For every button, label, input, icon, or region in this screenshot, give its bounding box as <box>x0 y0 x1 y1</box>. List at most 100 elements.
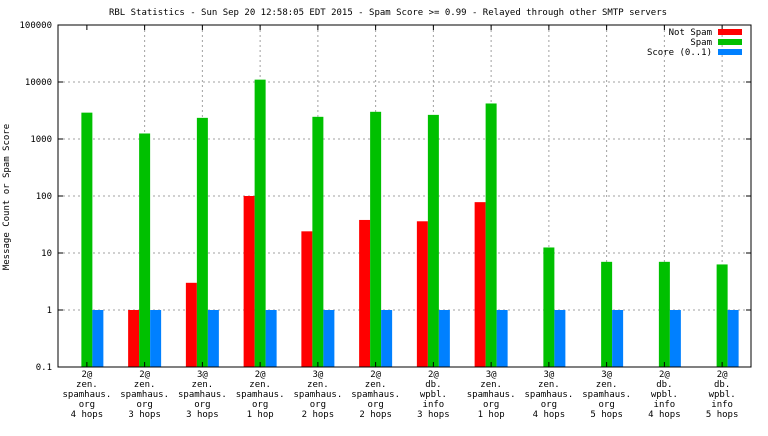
bars-layer <box>81 79 739 368</box>
bar-spam <box>716 264 728 367</box>
bar-score-0-1 <box>612 310 624 367</box>
x-tick-label-line: 3 hops <box>417 410 450 420</box>
y-tick-label: 1 <box>47 306 52 316</box>
bar-score-0-1 <box>496 310 508 367</box>
x-tick-label-line: spamhaus. <box>120 390 169 400</box>
bar-not-spam <box>474 202 486 367</box>
bar-spam <box>658 261 670 367</box>
bar-score-0-1 <box>150 310 162 367</box>
x-tick-label-line: 3 hops <box>128 410 161 420</box>
x-tick-label: 2@ db. wpbl. info 5 hops <box>706 370 739 420</box>
x-tick-label-line: org <box>483 400 499 410</box>
x-tick-label-line: 4 hops <box>533 410 566 420</box>
bar-score-0-1 <box>381 310 393 367</box>
bar-score-0-1 <box>438 310 450 367</box>
x-tick-label-line: db. <box>656 380 672 390</box>
x-tick-label: 2@ db. wpbl. info 4 hops <box>648 370 681 420</box>
bar-spam <box>427 114 439 367</box>
bar-not-spam <box>243 196 255 367</box>
x-tick-label-line: info <box>654 400 676 410</box>
x-tick-label-line: 4 hops <box>648 410 681 420</box>
x-tick-label-line: wpbl. <box>651 390 678 400</box>
x-tick-label-line: org <box>367 400 383 410</box>
y-tick-label: 1000 <box>30 135 52 145</box>
bar-score-0-1 <box>92 310 104 367</box>
chart-title: RBL Statistics - Sun Sep 20 12:58:05 EDT… <box>109 8 667 18</box>
bar-spam <box>312 116 324 367</box>
x-tick-label-line: spamhaus. <box>62 390 111 400</box>
x-tick-label-line: zen. <box>134 380 156 390</box>
x-tick-label-line: 3@ <box>197 370 208 380</box>
x-tick-label-line: 2@ <box>255 370 266 380</box>
x-tick-label-line: 4 hops <box>71 410 104 420</box>
x-tick-label-line: spamhaus. <box>293 390 342 400</box>
x-tick-label-line: zen. <box>307 380 329 390</box>
x-tick-label: 3@ zen. spamhaus. org 3 hops <box>178 370 227 420</box>
bar-spam <box>81 112 93 367</box>
x-tick-label-line: wpbl. <box>709 390 736 400</box>
x-tick-label-line: org <box>194 400 210 410</box>
bar-not-spam <box>128 310 140 367</box>
bar-spam <box>370 111 382 368</box>
x-tick-label-line: spamhaus. <box>351 390 400 400</box>
bar-spam <box>196 117 208 368</box>
x-tick-label-line: 3@ <box>312 370 323 380</box>
x-tick-label-line: 2@ <box>659 370 670 380</box>
bar-score-0-1 <box>207 310 219 367</box>
x-tick-label: 2@ zen. spamhaus. org 1 hop <box>236 370 285 420</box>
x-tick-label: 3@ zen. spamhaus. org 1 hop <box>467 370 516 420</box>
bar-spam <box>543 247 555 367</box>
x-tick-label-line: zen. <box>596 380 618 390</box>
x-tick-label-line: 3@ <box>486 370 497 380</box>
x-tick-label-line: org <box>136 400 152 410</box>
x-tick-label-line: spamhaus. <box>524 390 573 400</box>
x-tick-label-line: 5 hops <box>590 410 623 420</box>
bar-spam <box>601 261 613 367</box>
x-tick-label-line: zen. <box>192 380 214 390</box>
x-tick-label-line: 2@ <box>428 370 439 380</box>
x-tick-label-line: info <box>423 400 445 410</box>
bar-spam <box>485 103 497 367</box>
x-tick-label-line: 2 hops <box>302 410 335 420</box>
x-tick-label-line: zen. <box>480 380 502 390</box>
legend-label: Not Spam <box>669 28 712 38</box>
y-tick-label: 0.1 <box>36 363 52 373</box>
x-tick-label: 2@ db. wpbl. info 3 hops <box>417 370 450 420</box>
x-tick-label-line: org <box>598 400 614 410</box>
x-tick-label-line: wpbl. <box>420 390 447 400</box>
y-tick-label: 10 <box>41 249 52 259</box>
x-tick-label-line: 1 hop <box>247 410 274 420</box>
y-tick-label: 10000 <box>25 78 52 88</box>
x-tick-label-line: 3@ <box>601 370 612 380</box>
x-tick-label-line: org <box>252 400 268 410</box>
x-tick-label-line: zen. <box>249 380 271 390</box>
x-tick-label: 3@ zen. spamhaus. org 4 hops <box>524 370 573 420</box>
bar-not-spam <box>359 219 371 367</box>
x-tick-label-line: 1 hop <box>478 410 505 420</box>
x-tick-label-line: 3@ <box>543 370 554 380</box>
y-tick-label: 100000 <box>19 21 52 31</box>
bar-score-0-1 <box>265 310 277 367</box>
x-tick-label-line: 5 hops <box>706 410 739 420</box>
y-axis-label: Message Count or Spam Score <box>2 124 12 270</box>
x-tick-label: 2@ zen. spamhaus. org 3 hops <box>120 370 169 420</box>
bar-score-0-1 <box>554 310 566 367</box>
legend-swatch <box>718 29 742 35</box>
x-tick-label-line: org <box>310 400 326 410</box>
grid-layer <box>58 25 751 367</box>
x-tick-label-line: db. <box>714 380 730 390</box>
legend-label: Score (0..1) <box>647 48 712 58</box>
legend-label: Spam <box>690 38 712 48</box>
x-tick-label-line: spamhaus. <box>582 390 631 400</box>
bar-not-spam <box>185 282 197 367</box>
bar-spam <box>254 79 266 367</box>
bar-not-spam <box>301 231 313 367</box>
legend-swatch <box>718 39 742 45</box>
y-ticks: 0.1 1 10 100 1000 10000 100000 <box>19 21 751 373</box>
x-tick-label-line: zen. <box>76 380 98 390</box>
bar-score-0-1 <box>323 310 335 367</box>
x-tick-label-line: 2@ <box>81 370 92 380</box>
